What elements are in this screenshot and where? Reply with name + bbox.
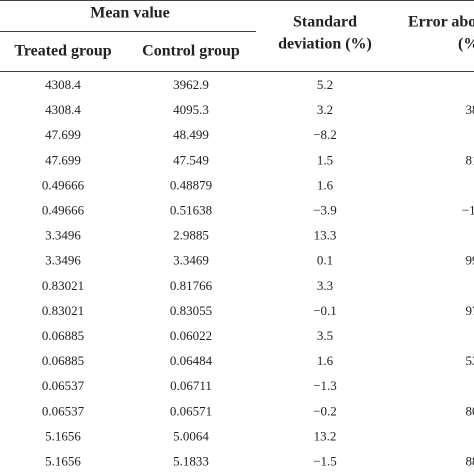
table-cell: 0.49666	[42, 177, 85, 192]
table-cell: 4095.3	[173, 102, 209, 117]
table-cell: 1.6	[317, 177, 334, 192]
table-cell: 48.499	[173, 127, 209, 142]
column-header: Control group	[142, 43, 240, 60]
table-cell: 97	[466, 303, 474, 318]
table-cell: 81	[466, 152, 474, 167]
table-cell: 4308.4	[45, 102, 81, 117]
table-cell: −1.5	[313, 453, 337, 468]
column-header: Standard	[293, 14, 357, 31]
table-cell: 0.83055	[170, 303, 212, 318]
table-cell: 3.5	[317, 328, 333, 343]
table-cell: 53	[466, 353, 474, 368]
table-cell: 3962.9	[173, 77, 209, 92]
table-cell: 5.1833	[173, 453, 209, 468]
column-header: Error abo	[408, 14, 474, 31]
table-cell: −3.9	[313, 202, 337, 217]
table-cell: 3.2	[317, 102, 333, 117]
table-cell: 5.2	[317, 77, 333, 92]
table-cell: 0.06885	[42, 353, 84, 368]
table-cell: 38	[466, 102, 474, 117]
table-cell: 0.06537	[42, 378, 85, 393]
table-cell: 47.699	[45, 127, 81, 142]
table-cell: 0.83021	[42, 278, 84, 293]
table-cell: 0.49666	[42, 202, 85, 217]
group-header: Mean value	[90, 5, 170, 22]
column-header: (%	[458, 36, 474, 53]
table-cell: 0.06537	[42, 403, 85, 418]
table-cell: 4308.4	[45, 77, 81, 92]
table-cell: 0.06711	[170, 378, 212, 393]
table-cell: 5.0064	[173, 428, 209, 443]
table-cell: 1.5	[317, 152, 333, 167]
table-cell: 5.1656	[45, 428, 81, 443]
column-header: deviation (%)	[278, 36, 372, 53]
table-cell: −0.1	[313, 303, 337, 318]
table-cell: 0.06022	[170, 328, 212, 343]
table-cell: 13.3	[314, 228, 337, 243]
table-cell: 47.699	[45, 152, 81, 167]
table-cell: −8.2	[313, 127, 337, 142]
table-cell: 0.06571	[170, 403, 212, 418]
table-cell: −15	[462, 202, 474, 217]
table-cell: 13.2	[314, 428, 337, 443]
table-cell: 0.06885	[42, 328, 84, 343]
table-cell: 80	[466, 403, 474, 418]
table-cell: 0.51638	[170, 202, 212, 217]
table-cell: 0.48879	[170, 177, 212, 192]
table-cell: 0.83021	[42, 303, 84, 318]
column-header: Treated group	[14, 43, 111, 60]
table-cell: 0.81766	[170, 278, 213, 293]
table-cell: 1.6	[317, 353, 334, 368]
table-cell: 2.9885	[173, 228, 209, 243]
table-cell: 88	[466, 453, 474, 468]
table-cell: 0.1	[317, 253, 333, 268]
table-cell: −1.3	[313, 378, 337, 393]
table-cell: 99	[466, 253, 474, 268]
table-cell: 0.06484	[170, 353, 213, 368]
table-cell: 3.3	[317, 278, 333, 293]
table-cell: −0.2	[313, 403, 337, 418]
table-cell: 3.3496	[45, 253, 81, 268]
table-cell: 3.3496	[45, 228, 81, 243]
table-cell: 47.549	[173, 152, 209, 167]
table-cell: 5.1656	[45, 453, 81, 468]
table-cell: 3.3469	[173, 253, 209, 268]
